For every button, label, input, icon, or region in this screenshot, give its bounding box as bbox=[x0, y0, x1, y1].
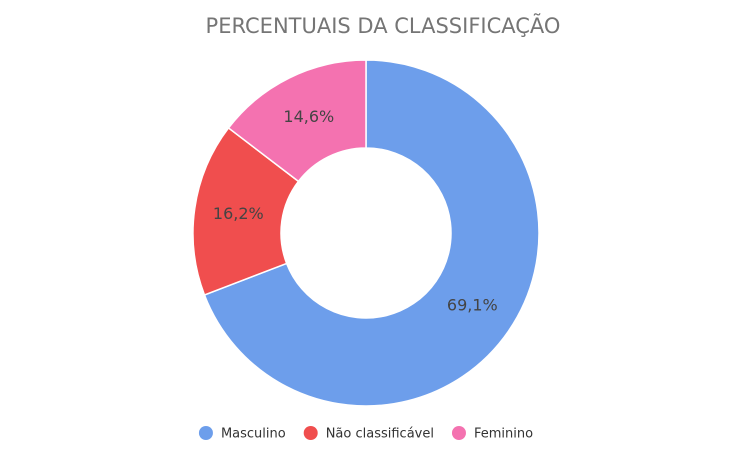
legend-label: Não classificável bbox=[326, 427, 434, 442]
legend-marker bbox=[451, 426, 466, 440]
legend-marker bbox=[198, 426, 213, 440]
data-label: 69,1% bbox=[447, 296, 498, 315]
data-label: 14,6% bbox=[283, 107, 334, 126]
legend-label: Feminino bbox=[474, 427, 533, 442]
donut-slice bbox=[227, 59, 367, 183]
donut-slice bbox=[203, 59, 540, 407]
donut-slice bbox=[192, 126, 300, 296]
legend-marker bbox=[303, 426, 318, 440]
data-label: 16,2% bbox=[213, 204, 264, 223]
chart-title: PERCENTUAIS DA CLASSIFICAÇÃO bbox=[206, 12, 561, 38]
legend-label: Masculino bbox=[221, 427, 286, 442]
